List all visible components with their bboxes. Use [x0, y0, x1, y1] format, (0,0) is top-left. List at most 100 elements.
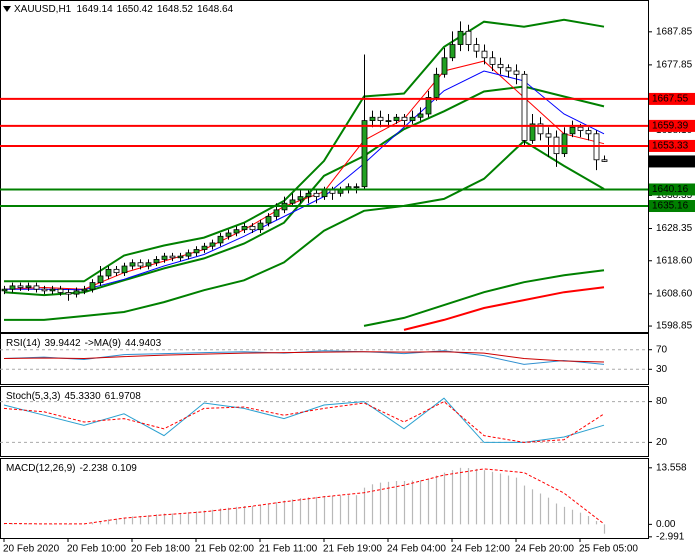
x-tick-label: 21 Feb 11:00	[259, 544, 318, 555]
indicator-line	[3, 351, 605, 363]
x-tick-label: 25 Feb 05:00	[579, 544, 638, 555]
y-tick-label: 1618.60	[656, 255, 693, 266]
candle-body	[449, 44, 456, 59]
candle-body	[425, 97, 432, 115]
candle-body	[569, 126, 576, 135]
candle-body	[1, 288, 8, 292]
candle-body	[497, 63, 504, 69]
symbol-title: XAUUSD,H1	[14, 4, 72, 15]
candle-body	[169, 255, 176, 259]
candle-body	[545, 133, 552, 138]
candle-body	[249, 225, 256, 231]
panel-header: RSI(14) 39.9442 ->MA(9) 44.9403	[6, 338, 162, 349]
candle-body	[129, 262, 136, 267]
panel-header: MACD(12,26,9) -2.238 0.109	[6, 463, 137, 474]
panel-frame	[0, 333, 649, 385]
indicator-line	[3, 468, 605, 525]
candle-body	[217, 235, 224, 244]
y-tick-label: 1687.85	[656, 26, 693, 37]
candle-body	[321, 189, 328, 198]
indicator-line	[4, 139, 605, 321]
panel-frame	[0, 0, 649, 333]
series-last-value: -2.238	[79, 463, 108, 474]
series-last-value: 61.9708	[105, 391, 142, 402]
candle-body	[377, 116, 384, 121]
candle-body	[457, 30, 464, 45]
candle-body	[289, 199, 296, 204]
candle-body	[113, 268, 120, 274]
collapse-icon[interactable]	[3, 6, 11, 12]
indicator-line	[3, 401, 605, 443]
candle-body	[57, 288, 64, 293]
candle-body	[233, 229, 240, 234]
level-tag	[649, 183, 695, 196]
candle-body	[201, 245, 208, 250]
candle-body	[385, 120, 392, 122]
price-tag-label: 1648.64	[652, 156, 689, 167]
level-tag	[649, 119, 695, 132]
x-tick-label: 24 Feb 20:00	[515, 544, 574, 555]
candle-body	[329, 189, 336, 194]
y-tick-label: 0.00	[656, 519, 676, 530]
series-name: Stoch(5,3,3)	[6, 391, 60, 402]
y-tick-label: 1677.85	[656, 60, 693, 71]
candle-body	[369, 116, 376, 121]
candle-body	[153, 259, 160, 264]
candle-body	[361, 120, 368, 188]
y-tick-label: 1638.35	[656, 190, 693, 201]
x-tick-label: 20 Feb 18:00	[131, 544, 190, 555]
indicator-line	[363, 269, 605, 327]
series-name: RSI(14)	[6, 338, 40, 349]
panel-frame	[0, 386, 649, 457]
series-name: ->MA(9)	[85, 338, 121, 349]
candle-body	[401, 116, 408, 121]
level-tag-label: 1667.55	[652, 94, 689, 105]
x-tick-label: 20 Feb 10:00	[67, 544, 126, 555]
candle-body	[313, 192, 320, 198]
x-tick-label: 20 Feb 2020	[3, 544, 60, 555]
candle-body	[257, 222, 264, 231]
series-last-value: 44.9403	[125, 338, 162, 349]
y-tick-label: 13.558	[656, 462, 687, 473]
candle-body	[185, 252, 192, 257]
candle-body	[481, 50, 488, 59]
level-tag	[649, 200, 695, 213]
candle-body	[537, 123, 544, 135]
candle-body	[81, 288, 88, 292]
series-last-value: 0.109	[112, 463, 137, 474]
candle-body	[585, 130, 592, 135]
ohlc-value: 1648.64	[197, 4, 234, 15]
y-tick-label: -2.991	[656, 531, 685, 542]
series-name: MACD(12,26,9)	[6, 463, 75, 474]
chart-header: XAUUSD,H1 1649.14 1650.42 1648.52 1648.64	[14, 4, 234, 15]
level-tag-label: 1653.33	[652, 141, 689, 152]
y-tick-label: 1608.60	[656, 288, 693, 299]
candle-body	[409, 116, 416, 121]
level-tag-label: 1659.39	[652, 121, 689, 132]
candle-body	[529, 123, 536, 141]
candle-body	[137, 262, 144, 267]
candle-body	[521, 73, 528, 141]
candle-body	[209, 242, 216, 247]
candle-body	[337, 189, 344, 194]
candle-body	[441, 57, 448, 75]
candle-body	[393, 116, 400, 121]
y-tick-label: 70	[656, 344, 668, 355]
candle-body	[177, 255, 184, 259]
candle-body	[513, 70, 520, 75]
indicator-line	[4, 18, 605, 283]
y-tick-label: 30	[656, 364, 668, 375]
candle-body	[161, 255, 168, 260]
level-tag	[649, 139, 695, 152]
candle-body	[473, 44, 480, 52]
candle-body	[33, 285, 40, 290]
series-last-value: 39.9442	[44, 338, 81, 349]
candle-body	[273, 209, 280, 217]
candle-body	[489, 57, 496, 65]
panel-frame	[0, 458, 649, 539]
price-tag	[649, 155, 695, 168]
x-tick-label: 21 Feb 02:00	[195, 544, 254, 555]
y-tick-label: 80	[656, 396, 668, 407]
